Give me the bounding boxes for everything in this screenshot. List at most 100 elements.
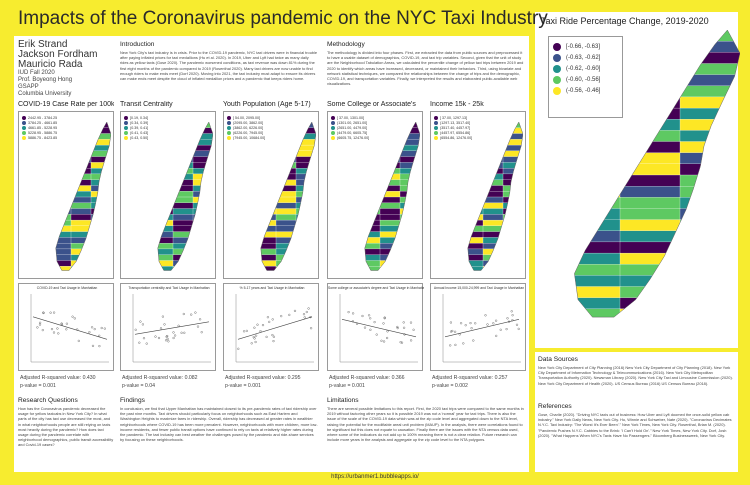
neighborhood-area xyxy=(275,139,297,146)
neighborhood-area xyxy=(379,196,401,204)
neighborhood-area xyxy=(574,186,621,199)
legend-label: (3862.00, 6226.00] xyxy=(233,125,264,130)
neighborhood-area xyxy=(379,139,401,146)
neighborhood-area xyxy=(157,139,174,146)
neighborhood-area xyxy=(260,191,277,198)
neighborhood-area xyxy=(192,248,213,256)
scatter-plot: Some college or associate's degree and T… xyxy=(327,283,424,371)
scatter-point xyxy=(173,334,177,337)
neighborhood-area xyxy=(502,219,523,227)
neighborhood-area xyxy=(295,156,316,164)
neighborhood-area xyxy=(399,248,420,256)
neighborhood-area xyxy=(379,168,401,175)
footer-url-link[interactable]: https://urbanmer1.bubbleapps.io/ xyxy=(331,474,419,480)
legend-item: (-0.63, -0.62] xyxy=(553,52,618,63)
neighborhood-area xyxy=(55,248,72,256)
neighborhood-area xyxy=(399,173,420,181)
neighborhood-area xyxy=(679,230,740,243)
scatter-point xyxy=(250,342,253,345)
neighborhood-area xyxy=(574,107,621,120)
neighborhood-area xyxy=(55,173,72,181)
p-value-label: p-value = 0.001 xyxy=(20,383,56,389)
manhattan-outline xyxy=(260,122,316,271)
scatter-point xyxy=(469,321,472,325)
intro-text: New York City's taxi industry is in cris… xyxy=(120,50,318,82)
neighborhood-area xyxy=(192,162,213,169)
scatter-point xyxy=(517,327,520,330)
legend-swatch xyxy=(331,115,335,120)
neighborhood-area xyxy=(679,264,740,277)
neighborhood-area xyxy=(502,185,523,192)
scatter-point xyxy=(506,317,509,320)
scatter-point xyxy=(254,334,258,337)
neighborhood-area xyxy=(172,150,194,158)
scatter-point xyxy=(382,322,385,325)
map-legend: [ 54.00, 2095.00] (2095.00, 3862.00] (3862… xyxy=(227,115,265,140)
neighborhood-area xyxy=(90,254,111,262)
neighborhood-area xyxy=(295,254,316,262)
scatter-point xyxy=(380,339,383,342)
neighborhood-area xyxy=(90,237,111,244)
legend-item: [-0.66, -0.63] xyxy=(553,41,618,52)
neighborhood-area xyxy=(55,196,72,204)
neighborhood-area xyxy=(275,196,297,204)
scatter-point xyxy=(103,327,106,330)
scatter-point xyxy=(412,328,415,331)
neighborhood-area xyxy=(157,237,174,244)
neighborhood-area xyxy=(90,191,111,198)
scatter-point xyxy=(93,327,96,331)
scatter-point xyxy=(449,321,452,324)
manhattan-choropleth-map xyxy=(157,122,213,271)
neighborhood-area xyxy=(482,156,504,164)
neighborhood-area xyxy=(260,179,277,187)
scatter-axes xyxy=(30,294,109,363)
scatter-point xyxy=(450,330,453,333)
neighborhood-area xyxy=(482,173,504,181)
legend-label: 3784.25 - 4661.85 xyxy=(28,120,58,125)
neighborhood-area xyxy=(467,254,484,262)
neighborhood-area xyxy=(192,156,213,164)
scatter-point xyxy=(259,330,262,333)
neighborhood-area xyxy=(379,173,401,181)
neighborhood-area xyxy=(172,168,194,175)
neighborhood-area xyxy=(679,308,740,318)
scatter-point xyxy=(198,318,202,321)
neighborhood-area xyxy=(172,127,194,135)
neighborhood-area xyxy=(574,275,621,288)
neighborhood-area xyxy=(157,231,174,239)
neighborhood-area xyxy=(260,260,277,267)
neighborhood-area xyxy=(574,52,621,65)
neighborhood-area xyxy=(482,237,504,244)
scatter-point xyxy=(166,334,169,338)
legend-label: (0.43, 0.50] xyxy=(130,135,149,140)
neighborhood-area xyxy=(482,133,504,140)
neighborhood-area xyxy=(379,122,401,129)
scatter-point xyxy=(200,331,203,334)
neighborhood-area xyxy=(679,219,740,232)
neighborhood-area xyxy=(295,225,316,233)
neighborhood-area xyxy=(192,237,213,244)
findings-text: In conclusion, we find that Upper Manhat… xyxy=(120,406,318,443)
scatter-point xyxy=(382,340,386,343)
scatter-title: COVID-19 and Taxi Usage in Manhattan xyxy=(36,286,98,290)
scatter-point xyxy=(396,326,399,330)
neighborhood-area xyxy=(574,85,621,98)
references-title: References xyxy=(538,403,572,410)
neighborhood-area xyxy=(295,139,316,146)
legend-item: [ 54.00, 2095.00] xyxy=(227,115,265,120)
neighborhood-area xyxy=(399,260,420,267)
map-panel-title: Transit Centrality xyxy=(120,101,173,108)
neighborhood-area xyxy=(467,168,484,175)
legend-label: (3517.40, 4457.97] xyxy=(440,125,471,130)
scatter-point xyxy=(271,318,274,321)
neighborhood-area xyxy=(172,185,194,192)
author-name: Mauricio Rada xyxy=(18,59,83,70)
neighborhood-area xyxy=(172,243,194,250)
neighborhood-area xyxy=(275,144,297,152)
legend-label: 2442.95 - 3784.25 xyxy=(28,115,58,120)
scatter-point xyxy=(243,330,246,333)
scatter-point xyxy=(402,321,405,324)
neighborhood-area xyxy=(502,156,523,164)
neighborhood-area xyxy=(295,260,316,267)
neighborhood-area xyxy=(55,260,72,267)
